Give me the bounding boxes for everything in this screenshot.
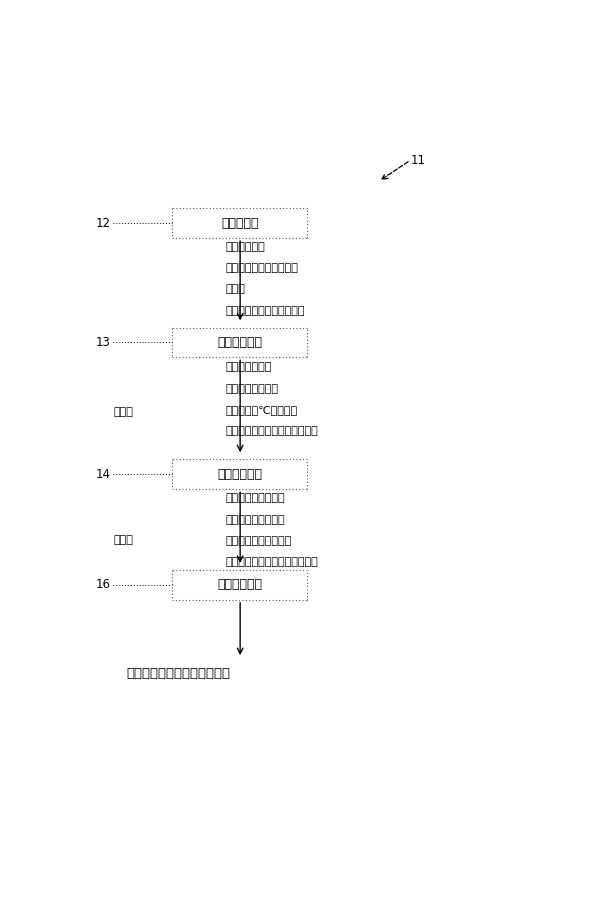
Text: 13: 13	[96, 336, 111, 349]
Text: 発酵が進行する程度に: 発酵が進行する程度に	[225, 536, 291, 546]
Text: 12: 12	[96, 216, 111, 229]
Text: ４日程度でカラカラに乾燥する: ４日程度でカラカラに乾燥する	[225, 426, 318, 437]
Text: １日に１回撹拌: １日に１回撹拌	[225, 362, 271, 372]
Text: １週間: １週間	[113, 534, 134, 544]
Text: ７０～８０℃まで達温: ７０～８０℃まで達温	[225, 405, 297, 414]
Text: １～２日に１回撹拌: １～２日に１回撹拌	[225, 515, 285, 525]
Text: を混合: を混合	[225, 285, 245, 295]
Text: アルカリ資材等の添加物: アルカリ資材等の添加物	[225, 263, 298, 273]
Text: 水分調整（黒糖蜜１％液噴霧）: 水分調整（黒糖蜜１％液噴霧）	[225, 557, 318, 567]
Text: 前処理工程: 前処理工程	[221, 216, 259, 229]
Text: アルカリ好気発酵: アルカリ好気発酵	[225, 383, 278, 393]
Text: 16: 16	[96, 578, 111, 591]
Text: １週間: １週間	[113, 407, 134, 417]
Text: 施肥（圃場にロータリ混合）: 施肥（圃場にロータリ混合）	[126, 667, 230, 681]
Text: 14: 14	[96, 468, 111, 481]
Text: 厚さ２０－３０ｃｍに積む: 厚さ２０－３０ｃｍに積む	[225, 306, 304, 316]
Text: 畜産糞尿と、: 畜産糞尿と、	[225, 241, 265, 251]
Text: 米糠・大豆かす添加: 米糠・大豆かす添加	[225, 494, 285, 504]
Text: 二次発酵工程: 二次発酵工程	[217, 468, 262, 481]
Text: 11: 11	[411, 155, 426, 168]
Text: 一次発酵工程: 一次発酵工程	[217, 336, 262, 349]
Text: 堆肥（元肥）: 堆肥（元肥）	[217, 578, 262, 591]
